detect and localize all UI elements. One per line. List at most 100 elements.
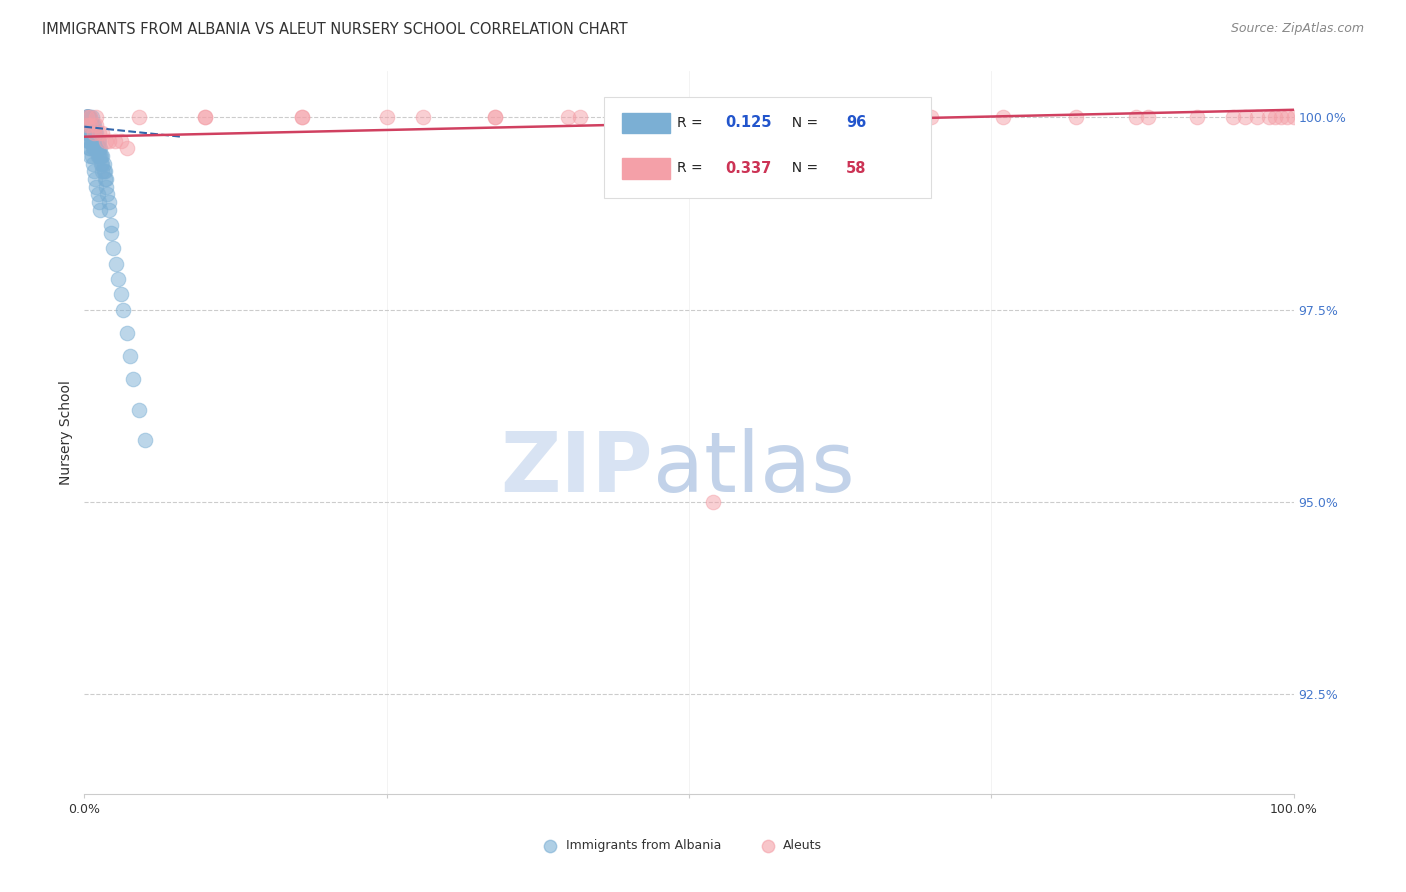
Point [484,111,506,125]
Point [87,141,110,155]
Point [1277,111,1299,125]
Point [484,111,506,125]
Point [86,134,108,148]
Point [77,118,100,132]
Point [569,111,592,125]
Point [79,118,101,132]
Point [128,402,150,417]
Point [1125,111,1147,125]
Text: N =: N = [783,161,823,175]
Point [76,111,98,125]
Text: Source: ZipAtlas.com: Source: ZipAtlas.com [1230,22,1364,36]
Point [993,111,1015,125]
Point [77,111,100,125]
Point [86,149,108,163]
Point [702,495,724,509]
Point [83,126,105,140]
Point [100,226,122,240]
Point [110,134,132,148]
Point [291,111,314,125]
Point [89,149,111,163]
Point [76,118,98,132]
Point [86,111,108,125]
Point [77,111,100,125]
Point [87,194,110,209]
Point [87,126,110,140]
Point [77,111,100,125]
Point [77,111,100,125]
Point [75,111,97,125]
Point [87,134,110,148]
Point [94,172,117,186]
Text: 58: 58 [846,161,866,176]
Point [77,126,100,140]
Point [83,126,105,140]
Point [84,126,107,140]
Point [115,141,138,155]
Point [86,141,108,155]
Point [89,141,111,155]
FancyBboxPatch shape [605,96,931,198]
Point [77,118,100,132]
Point [412,111,434,125]
Point [82,156,104,170]
Point [82,134,104,148]
Point [86,141,108,155]
Point [79,126,101,140]
Text: Aleuts: Aleuts [783,839,823,853]
Point [83,164,105,178]
Text: atlas: atlas [652,428,855,509]
Point [76,111,98,125]
Point [1246,111,1268,125]
Point [79,118,101,132]
Point [291,111,314,125]
FancyBboxPatch shape [623,112,669,134]
Point [1222,111,1244,125]
Point [84,172,107,186]
Point [115,326,138,340]
Point [79,111,101,125]
Point [82,141,104,155]
Point [80,134,103,148]
Point [104,134,127,148]
Point [1270,111,1292,125]
Text: R =: R = [676,116,707,129]
Point [84,134,107,148]
Point [86,179,108,194]
Point [654,111,676,125]
Point [97,194,120,209]
Point [194,111,217,125]
Point [77,111,100,125]
Point [87,149,110,163]
Point [77,134,100,148]
Point [77,126,100,140]
Point [134,434,156,448]
Point [79,134,101,148]
Point [120,349,142,363]
Text: IMMIGRANTS FROM ALBANIA VS ALEUT NURSERY SCHOOL CORRELATION CHART: IMMIGRANTS FROM ALBANIA VS ALEUT NURSERY… [42,22,628,37]
Point [77,118,100,132]
Point [96,187,118,202]
Point [121,372,143,386]
Point [94,134,117,148]
Point [112,302,135,317]
Point [75,118,97,132]
Point [76,118,98,132]
Point [82,126,104,140]
Point [79,111,101,125]
Point [79,149,101,163]
Point [100,218,122,232]
Point [75,111,97,125]
Point [93,164,115,178]
Point [83,141,105,155]
Point [76,126,98,140]
Point [1234,111,1257,125]
Point [375,111,398,125]
Point [79,118,101,132]
Point [194,111,217,125]
Point [77,126,100,140]
Point [86,187,108,202]
Point [76,111,98,125]
Point [823,111,845,125]
Point [1064,111,1087,125]
